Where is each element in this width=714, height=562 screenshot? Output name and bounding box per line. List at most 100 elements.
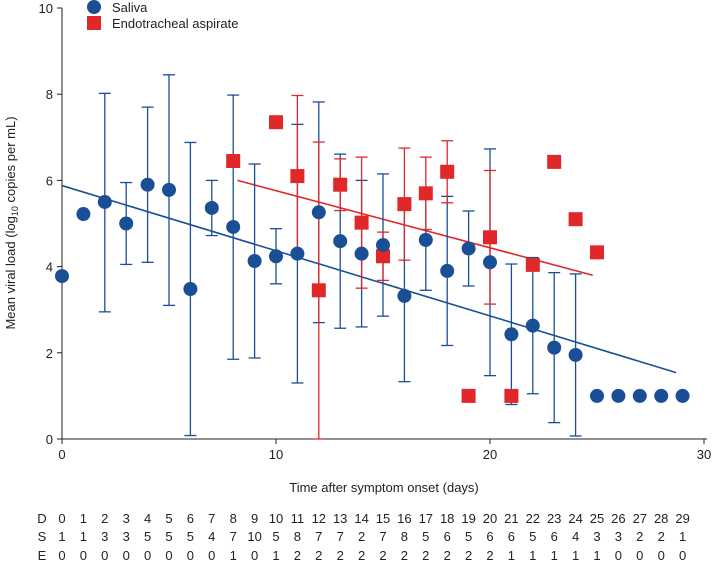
table-eta-cell: 2: [294, 548, 301, 562]
table-day-cell: 2: [101, 511, 108, 526]
y-tick-label: 6: [46, 173, 53, 188]
eta-point: [568, 212, 583, 227]
saliva-point: [568, 347, 583, 362]
table-day-cell: 6: [187, 511, 194, 526]
table-saliva-cell: 5: [422, 529, 429, 544]
saliva-point: [654, 388, 669, 403]
saliva-point: [483, 255, 497, 270]
saliva-point: [55, 269, 69, 284]
y-tick-label: 10: [39, 1, 53, 16]
table-saliva-cell: 2: [358, 529, 365, 544]
saliva-point: [97, 194, 112, 209]
saliva-point: [590, 388, 604, 403]
table-day-cell: 7: [208, 511, 215, 526]
table-day-cell: 14: [354, 511, 368, 526]
x-ticks: 0 10 20 30: [58, 439, 711, 462]
table-eta-cell: 1: [593, 548, 600, 562]
table-day-cell: 10: [269, 511, 283, 526]
table-eta-cell: 2: [379, 548, 386, 562]
table-day-cell: 13: [333, 511, 347, 526]
trend-lines: [61, 179, 677, 374]
y-ticks: 0 2 4 6 8 10: [39, 1, 62, 447]
eta-point: [333, 177, 348, 192]
data-markers: [55, 115, 690, 403]
table-row-label: E: [38, 548, 47, 562]
table-saliva-cell: 5: [165, 529, 172, 544]
table-saliva-cell: 2: [658, 529, 665, 544]
x-tick-label: 10: [269, 447, 283, 462]
table-day-cell: 5: [165, 511, 172, 526]
table-saliva-cell: 1: [58, 529, 65, 544]
eta-point: [440, 164, 455, 179]
table-day-cell: 3: [123, 511, 130, 526]
table-saliva-cell: 7: [337, 529, 344, 544]
eta-point: [525, 257, 540, 272]
table-day-cell: 16: [397, 511, 411, 526]
legend: Saliva Endotracheal aspirate: [87, 0, 238, 31]
eta-point: [269, 115, 283, 130]
table-eta-cell: 2: [465, 548, 472, 562]
saliva-point: [290, 246, 305, 261]
table-eta-cell: 1: [572, 548, 579, 562]
table-saliva-cell: 5: [144, 529, 151, 544]
y-tick-label: 8: [46, 87, 53, 102]
table-day-cell: 24: [568, 511, 582, 526]
x-tick-label: 20: [483, 447, 497, 462]
table-day-cell: 0: [58, 511, 65, 526]
table-saliva-cell: 5: [272, 529, 279, 544]
saliva-point: [397, 288, 412, 303]
table-day-cell: 26: [611, 511, 625, 526]
eta-point: [418, 186, 433, 201]
legend-eta-label: Endotracheal aspirate: [112, 16, 238, 31]
table-eta-cell: 2: [444, 548, 451, 562]
table-saliva-cell: 1: [679, 529, 686, 544]
saliva-point: [247, 253, 262, 268]
table-saliva-cell: 6: [444, 529, 451, 544]
table-day-cell: 27: [633, 511, 647, 526]
table-saliva-cell: 6: [551, 529, 558, 544]
eta-point: [590, 245, 604, 260]
table-row-label: S: [38, 529, 47, 544]
saliva-point: [376, 238, 390, 253]
table-eta-cell: 2: [401, 548, 408, 562]
table-eta-cell: 2: [315, 548, 322, 562]
table-eta-cell: 0: [165, 548, 172, 562]
saliva-point: [311, 205, 326, 220]
table-eta-cell: 2: [337, 548, 344, 562]
table-saliva-cell: 2: [636, 529, 643, 544]
table-eta-cell: 0: [58, 548, 65, 562]
y-tick-label: 2: [46, 346, 53, 361]
y-axis-title-subscript: 10: [10, 206, 20, 216]
table-saliva-cell: 8: [294, 529, 301, 544]
table-day-cell: 22: [526, 511, 540, 526]
eta-point: [483, 230, 497, 245]
table-eta-cell: 1: [529, 548, 536, 562]
table-saliva-cell: 8: [401, 529, 408, 544]
table-saliva-cell: 7: [379, 529, 386, 544]
table-eta-cell: 0: [144, 548, 151, 562]
saliva-point: [611, 388, 626, 403]
table-eta-cell: 0: [251, 548, 258, 562]
table-saliva-cell: 7: [315, 529, 322, 544]
table-saliva-cell: 3: [593, 529, 600, 544]
saliva-point: [183, 282, 198, 297]
table-day-cell: 17: [419, 511, 433, 526]
table-day-cell: 23: [547, 511, 561, 526]
eta-point: [226, 154, 241, 169]
table-saliva-cell: 10: [247, 529, 261, 544]
axes: [61, 8, 707, 440]
saliva-point: [140, 177, 155, 192]
eta-point: [461, 388, 476, 403]
eta-point: [547, 154, 562, 169]
table-day-cell: 20: [483, 511, 497, 526]
saliva-point: [354, 246, 369, 261]
table-saliva-cell: 5: [465, 529, 472, 544]
table-day-cell: 18: [440, 511, 454, 526]
table-eta-cell: 0: [208, 548, 215, 562]
table-day-cell: 29: [675, 511, 689, 526]
table-saliva-cell: 6: [508, 529, 515, 544]
x-tick-label: 30: [697, 447, 711, 462]
table-eta-cell: 2: [422, 548, 429, 562]
table-day-cell: 11: [291, 511, 305, 526]
table-saliva-cell: 1: [80, 529, 87, 544]
